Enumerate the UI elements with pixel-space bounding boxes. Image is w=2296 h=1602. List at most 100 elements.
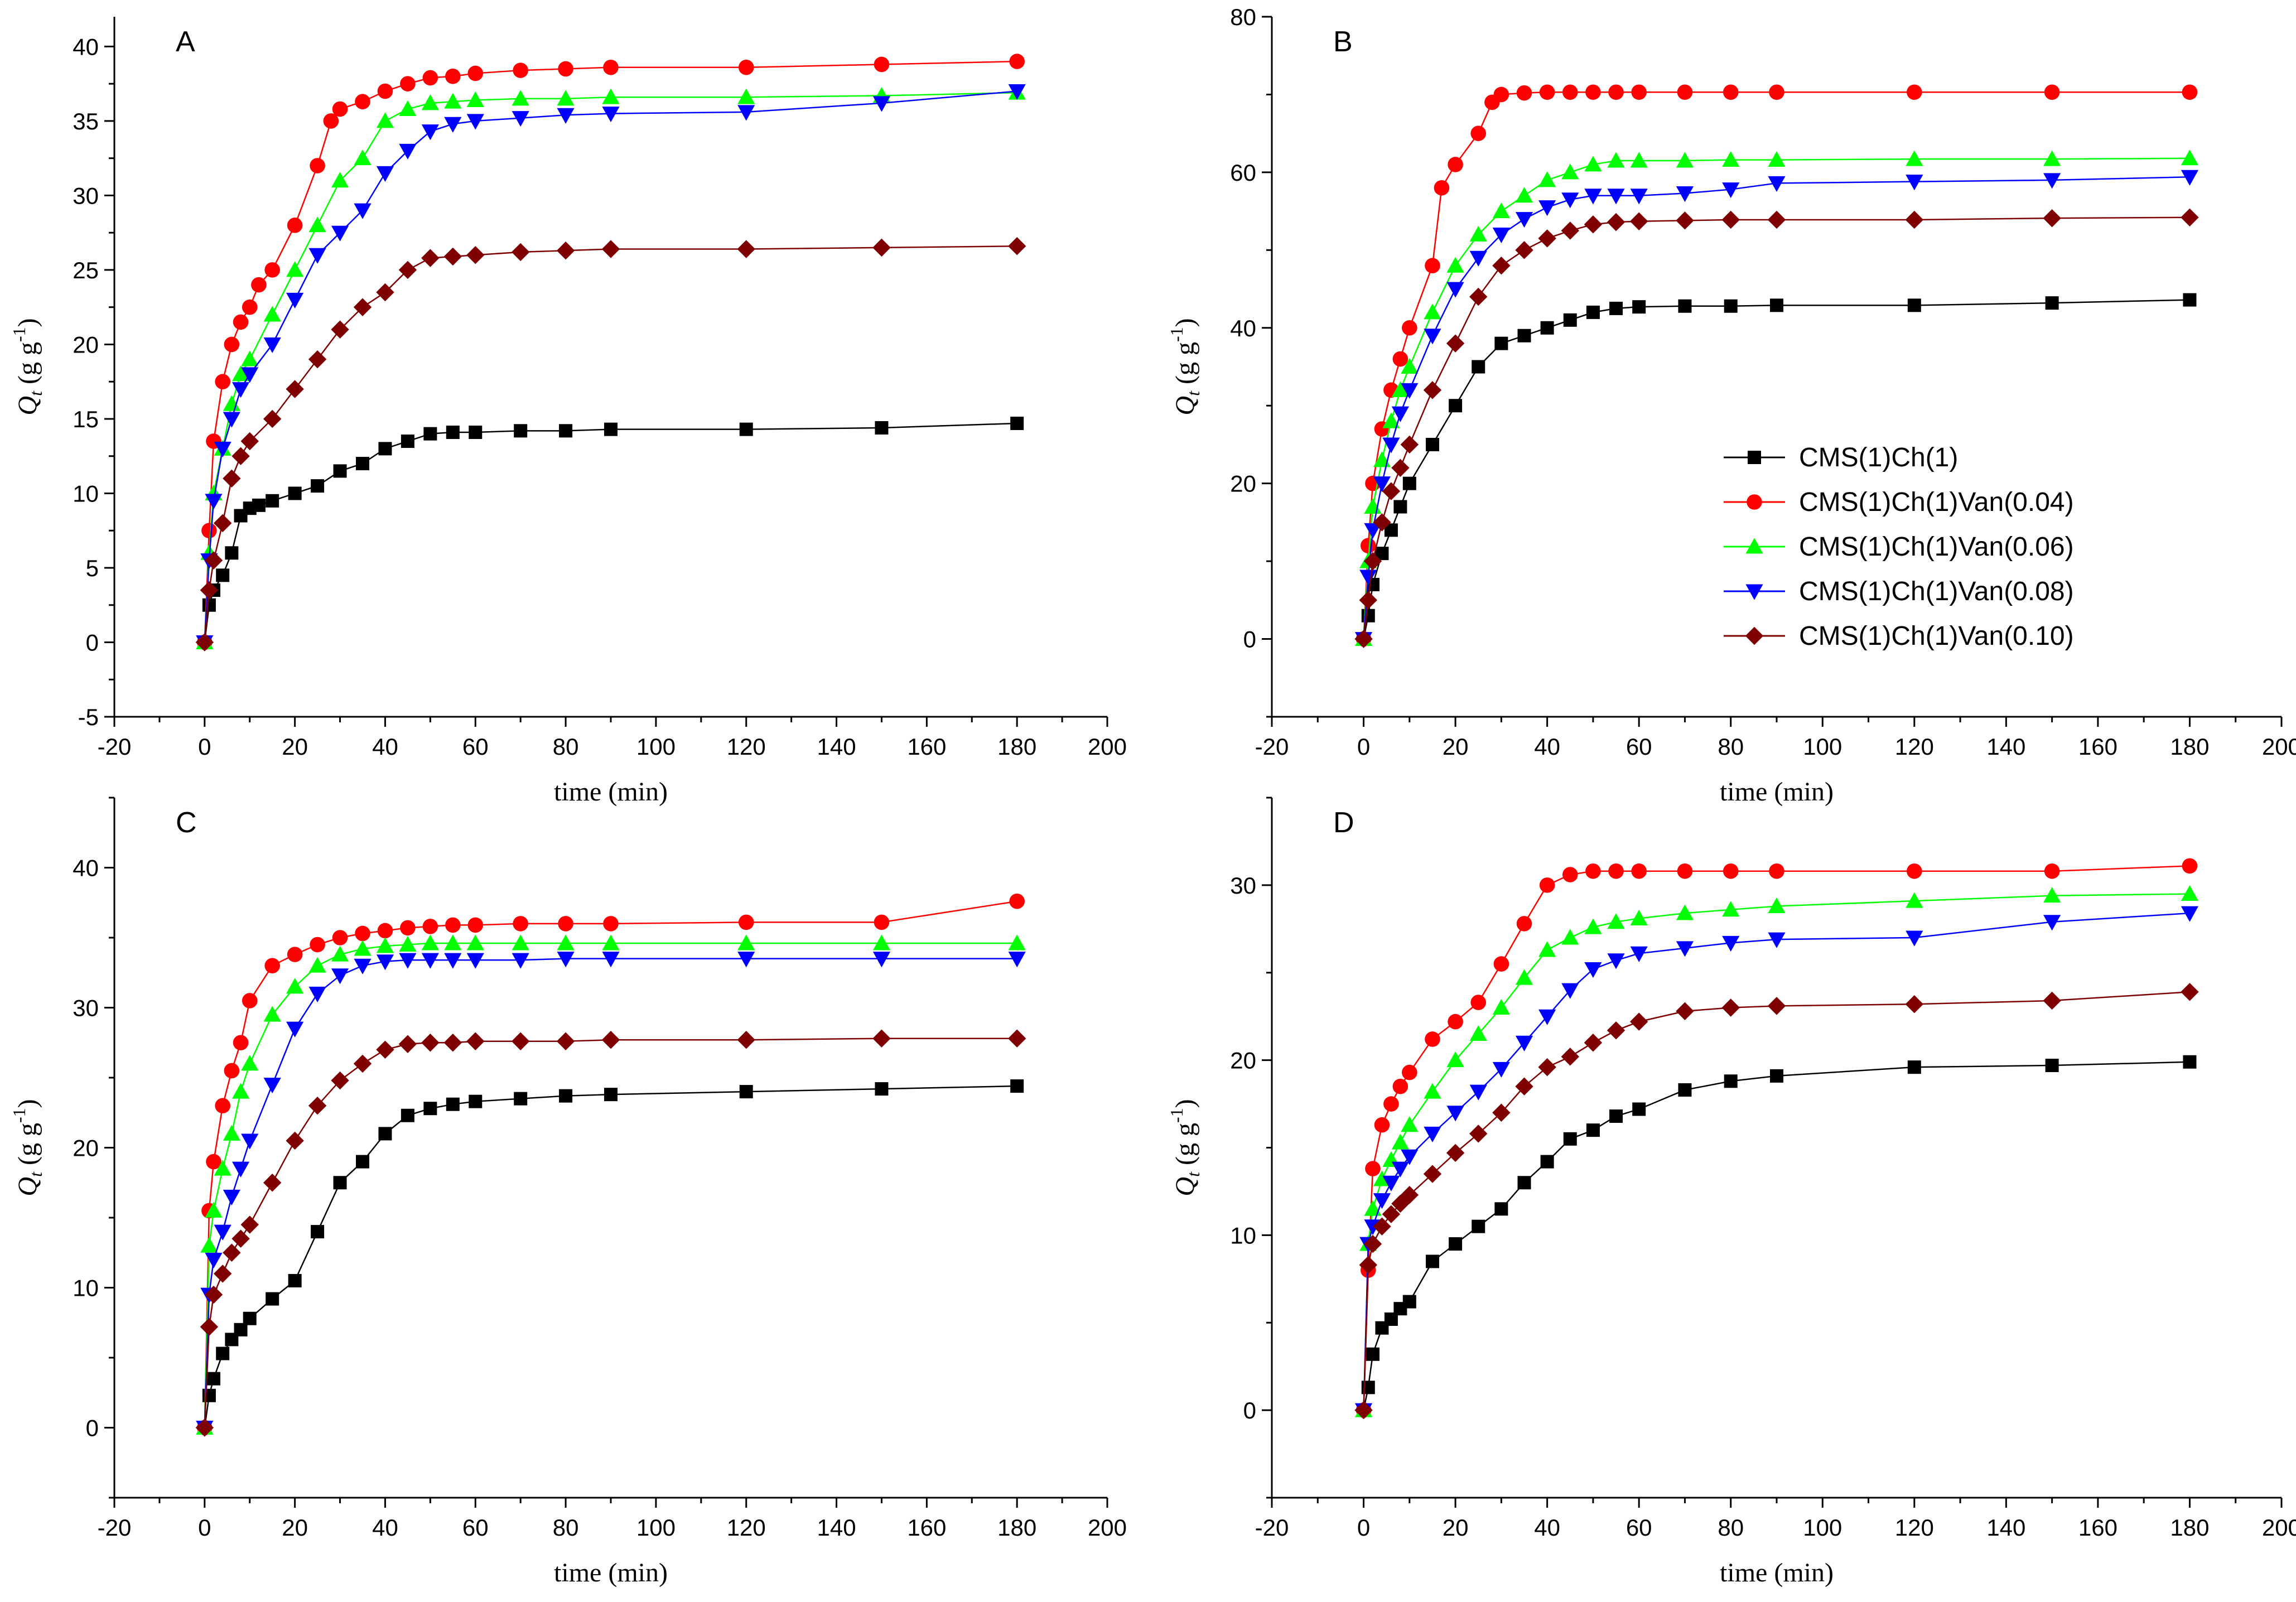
y-tick-label: 10 (1230, 1222, 1256, 1248)
legend-label: CMS(1)Ch(1)Van(0.04) (1799, 488, 2074, 517)
panel-label: D (1333, 807, 1354, 839)
y-tick-label: 20 (1230, 471, 1256, 497)
x-tick-label: 0 (1357, 1514, 1370, 1541)
y-tick-label: 60 (1230, 160, 1256, 186)
data-point (288, 486, 302, 500)
data-point (263, 409, 282, 428)
data-point (874, 914, 890, 930)
data-point (444, 953, 462, 969)
data-point (1391, 406, 1409, 422)
data-point (1392, 351, 1409, 367)
data-point (310, 937, 325, 953)
data-point (1676, 941, 1694, 957)
legend-label: CMS(1)Ch(1) (1799, 443, 1958, 472)
data-point (1585, 84, 1601, 100)
data-point (1905, 210, 1924, 229)
data-point (1449, 399, 1463, 413)
data-point (241, 1055, 259, 1071)
x-tick-label: 0 (198, 1514, 211, 1541)
data-point (205, 494, 223, 510)
data-point (1767, 997, 1786, 1015)
x-tick-label: 180 (997, 734, 1036, 760)
data-point (1448, 157, 1463, 172)
data-point (399, 143, 417, 160)
data-point (311, 479, 325, 493)
data-point (263, 1006, 281, 1022)
series-0 (197, 416, 1024, 649)
legend-swatch-marker (1745, 626, 1764, 645)
x-tick-label: 120 (1895, 1514, 1934, 1541)
data-point (558, 61, 573, 77)
panel-label: C (176, 807, 197, 839)
data-point (1561, 1048, 1579, 1066)
data-point (355, 94, 370, 110)
data-point (224, 336, 240, 353)
data-point (1517, 1176, 1531, 1190)
data-point (310, 158, 325, 173)
y-axis-title: Qt (g g-1) (9, 318, 46, 415)
data-point (556, 1032, 575, 1050)
y-tick-label: 15 (73, 406, 99, 432)
data-point (1401, 1149, 1419, 1165)
data-point (514, 424, 528, 438)
data-point (200, 581, 219, 600)
data-point (1359, 570, 1377, 586)
data-point (1767, 210, 1786, 229)
data-point (223, 1125, 240, 1141)
data-point (1354, 1401, 1373, 1420)
y-tick-label: 20 (73, 331, 99, 358)
data-point (354, 203, 372, 219)
y-axis-title: Qt (g g-1) (1166, 318, 1203, 415)
data-point (308, 957, 326, 973)
x-tick-label: 60 (1626, 1514, 1652, 1541)
data-point (399, 935, 417, 952)
y-tick-label: 80 (1230, 4, 1256, 30)
data-point (1676, 211, 1694, 230)
x-tick-label: 200 (2262, 734, 2296, 760)
data-point (400, 920, 416, 936)
data-point (872, 238, 891, 257)
data-point (356, 457, 369, 471)
data-point (202, 598, 216, 612)
data-point (1768, 932, 1786, 948)
data-point (875, 421, 889, 435)
x-tick-label: 60 (462, 1514, 489, 1541)
data-point (559, 1089, 573, 1103)
data-point (875, 1082, 889, 1096)
data-point (1629, 212, 1648, 230)
y-tick-label: 20 (73, 1135, 99, 1161)
data-point (1677, 84, 1693, 100)
data-point (213, 514, 232, 533)
data-point (1770, 298, 1783, 312)
data-point (377, 83, 393, 99)
data-point (739, 1085, 753, 1099)
data-point (331, 172, 349, 188)
data-point (423, 427, 437, 441)
data-point (240, 432, 259, 451)
data-point (231, 1161, 250, 1178)
data-point (201, 523, 217, 539)
data-point (1469, 287, 1488, 306)
data-point (1540, 1155, 1554, 1169)
data-point (1515, 241, 1533, 259)
data-point (1586, 1123, 1600, 1137)
data-point (1561, 163, 1579, 180)
x-tick-label: 100 (1803, 734, 1842, 760)
data-point (1007, 237, 1026, 255)
data-point (513, 916, 528, 932)
data-point (308, 1097, 327, 1115)
data-point (398, 1035, 417, 1053)
data-point (1768, 176, 1786, 192)
data-point (872, 96, 891, 112)
data-point (308, 986, 326, 1002)
data-point (354, 940, 372, 956)
y-tick-label: 40 (1230, 315, 1256, 341)
legend-swatch-marker (1747, 494, 1762, 510)
data-point (466, 91, 484, 108)
data-point (739, 422, 753, 436)
data-point (242, 993, 258, 1009)
data-point (2181, 983, 2199, 1001)
y-tick-label: 0 (86, 1415, 99, 1441)
data-point (2043, 887, 2061, 903)
data-point (1906, 150, 1923, 166)
